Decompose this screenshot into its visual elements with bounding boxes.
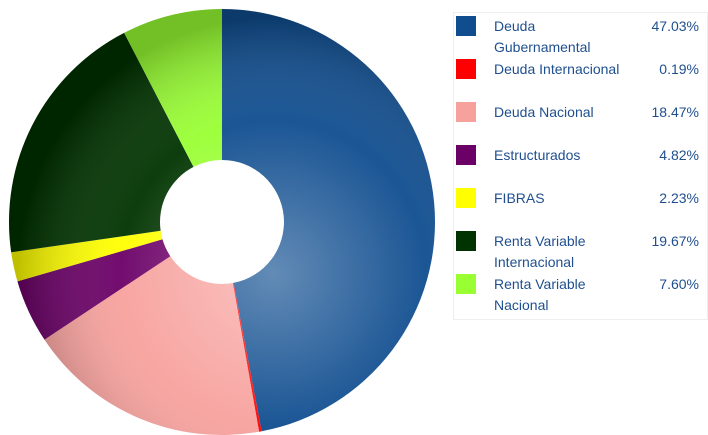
legend-label: Renta Variable Internacional bbox=[494, 233, 586, 270]
legend-swatch bbox=[456, 145, 476, 165]
legend-label: Estructurados bbox=[494, 147, 581, 163]
legend: Deuda Gubernamental 47.03% Deuda Internaci… bbox=[453, 12, 708, 320]
legend-swatch bbox=[456, 16, 476, 36]
legend-label: Deuda Nacional bbox=[494, 104, 594, 120]
donut-slice bbox=[222, 9, 436, 432]
legend-label: Deuda Gubernamental bbox=[494, 18, 591, 55]
legend-item: FIBRAS 2.23% bbox=[454, 188, 707, 231]
legend-swatch bbox=[456, 59, 476, 79]
legend-item: Renta Variable Nacional 7.60% bbox=[454, 274, 707, 317]
legend-label: Deuda Internacional bbox=[494, 61, 620, 77]
legend-item: Deuda Gubernamental 47.03% bbox=[454, 16, 707, 59]
legend-value: 0.19% bbox=[659, 61, 699, 77]
legend-label: Renta Variable Nacional bbox=[494, 276, 586, 313]
legend-label: FIBRAS bbox=[494, 190, 545, 206]
legend-value: 2.23% bbox=[659, 190, 699, 206]
legend-swatch bbox=[456, 102, 476, 122]
legend-item: Estructurados 4.82% bbox=[454, 145, 707, 188]
legend-value: 19.67% bbox=[651, 233, 699, 249]
donut-plot bbox=[8, 9, 436, 435]
legend-value: 4.82% bbox=[659, 147, 699, 163]
legend-swatch bbox=[456, 231, 476, 251]
legend-value: 47.03% bbox=[651, 18, 699, 34]
legend-item: Deuda Nacional 18.47% bbox=[454, 102, 707, 145]
legend-value: 7.60% bbox=[659, 276, 699, 292]
legend-item: Deuda Internacional 0.19% bbox=[454, 59, 707, 102]
legend-item: Renta Variable Internacional 19.67% bbox=[454, 231, 707, 274]
legend-swatch bbox=[456, 274, 476, 294]
legend-value: 18.47% bbox=[651, 104, 699, 120]
legend-swatch bbox=[456, 188, 476, 208]
